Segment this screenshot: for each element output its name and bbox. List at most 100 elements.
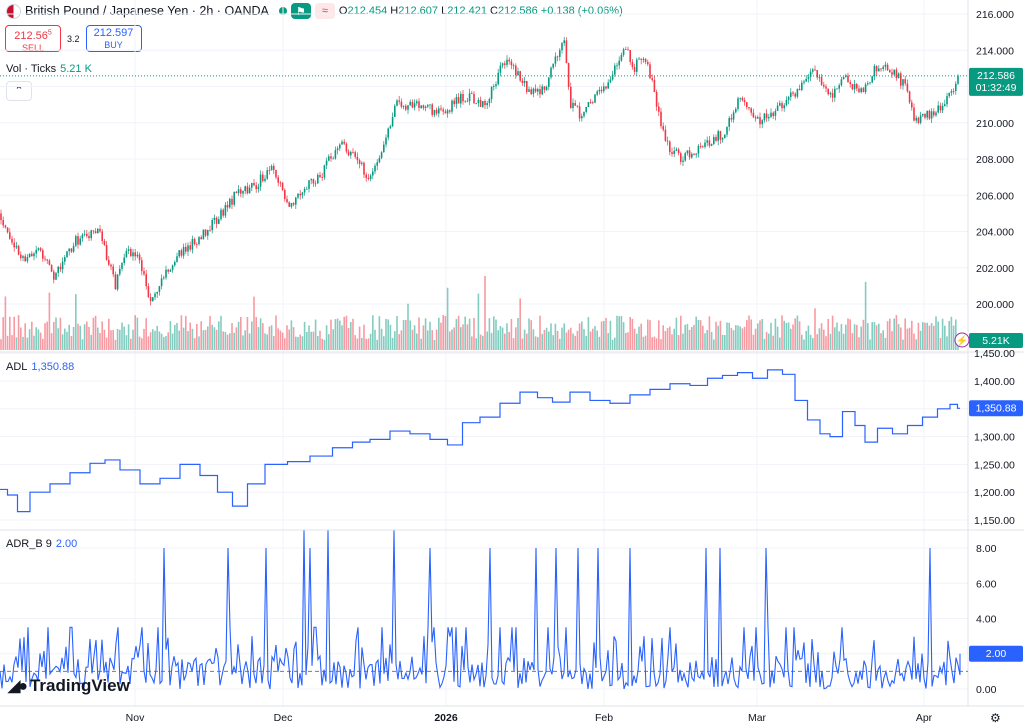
adl-tick-label: 1,200.00 (974, 487, 1015, 499)
candle-body (389, 126, 392, 129)
candle-body (596, 91, 598, 95)
candle-body (836, 88, 838, 90)
candle-body (473, 93, 475, 104)
candle-body (345, 143, 348, 152)
time-tick-label: Apr (916, 712, 933, 724)
volume-bar (915, 339, 917, 350)
volume-bar (880, 333, 882, 350)
volume-bar (262, 323, 264, 350)
volume-bar (171, 333, 174, 350)
candle-body (750, 108, 752, 113)
volume-bar (490, 332, 493, 350)
candle-body (486, 103, 488, 106)
candle-body (803, 81, 805, 83)
candle-body (598, 89, 601, 92)
volume-bar (13, 316, 15, 350)
volume-bar (897, 324, 900, 350)
time-axis[interactable]: Nov Dec 2026 Feb Mar Apr (126, 712, 933, 724)
volume-bar (677, 335, 680, 350)
candle-body (798, 88, 801, 90)
sell-button[interactable]: 212.565 SELL (5, 25, 61, 53)
volume-bar (457, 315, 460, 350)
candle-body (424, 106, 427, 108)
candle-body (288, 202, 290, 207)
volume-bar (486, 331, 488, 350)
candle-body (138, 254, 141, 261)
candle-body (864, 84, 867, 92)
volume-bar (706, 329, 708, 350)
volume-bar (358, 326, 361, 350)
volume-bar (917, 322, 920, 350)
volume-bar (840, 324, 843, 350)
volume-bar (427, 330, 429, 350)
volume-bar (611, 339, 614, 350)
volume-bar (627, 332, 629, 350)
wave-icon[interactable]: ≈ (314, 3, 335, 19)
settings-gear-icon[interactable]: ⚙ (990, 711, 1001, 725)
volume-bar (506, 323, 508, 350)
candle-body (185, 246, 187, 252)
volume-bar (717, 325, 719, 350)
volume-bar (816, 334, 818, 350)
adrb-badge-text: 2.00 (986, 648, 1007, 660)
candle-body (497, 72, 499, 85)
candle-body (743, 100, 746, 103)
candle-body (704, 142, 706, 147)
tradingview-logo[interactable]: ◢● TradingView (8, 676, 130, 696)
volume-bar (438, 317, 440, 350)
volume-bar (746, 320, 748, 350)
volume-bar (592, 328, 594, 350)
candle-body (706, 140, 708, 143)
volume-bar (662, 325, 664, 350)
adrb-tick-label: 4.00 (976, 614, 997, 626)
buy-button[interactable]: 212.597 BUY (85, 25, 142, 52)
volume-bar (528, 318, 530, 350)
volume-bar (853, 324, 856, 350)
candle-body (605, 86, 607, 89)
volume-bar (523, 329, 526, 350)
candle-body (99, 228, 101, 232)
volume-bar (328, 334, 330, 350)
candle-body (242, 190, 244, 194)
volume-bar (83, 324, 86, 350)
volume-bar (266, 334, 268, 350)
candle-body (801, 82, 803, 90)
volume-bar (495, 319, 497, 350)
candle-body (154, 293, 156, 298)
volume-bar (869, 339, 871, 350)
price-axis[interactable]: 216.000214.000212.000210.000208.000206.0… (974, 9, 1015, 696)
volume-bar (46, 321, 48, 350)
volume-bar (246, 316, 249, 350)
candle-body (684, 153, 686, 161)
time-tick-label: Mar (748, 712, 767, 724)
volume-bar (257, 327, 260, 350)
candle-body (552, 63, 554, 68)
candle-body (911, 102, 913, 108)
volume-bar (884, 337, 887, 350)
candle-body (614, 65, 616, 75)
candle-body (792, 92, 794, 94)
candle-body (378, 157, 381, 163)
volume-bar (389, 324, 392, 350)
volume-bar (222, 331, 224, 350)
candle-body (484, 100, 486, 106)
candle-body (103, 240, 106, 246)
volume-bar (134, 315, 136, 350)
candle-body (264, 178, 266, 181)
candle-body (900, 73, 902, 86)
volume-bar (332, 329, 334, 350)
flag-icon[interactable]: ⚑ (290, 3, 311, 19)
candle-body (108, 259, 110, 265)
volume-legend[interactable]: Vol · Ticks 5.21 K (6, 63, 92, 75)
volume-bar (609, 320, 612, 350)
volume-bar (691, 326, 693, 350)
candle-body (946, 96, 948, 105)
volume-bar (174, 324, 176, 350)
candle-body (429, 104, 431, 106)
volume-bar (499, 326, 502, 350)
candle-body (303, 189, 306, 193)
adl-legend[interactable]: ADL 1,350.88 (6, 361, 75, 373)
adrb-legend[interactable]: ADR_B 9 2.00 (6, 538, 78, 550)
candle-body (471, 93, 473, 95)
